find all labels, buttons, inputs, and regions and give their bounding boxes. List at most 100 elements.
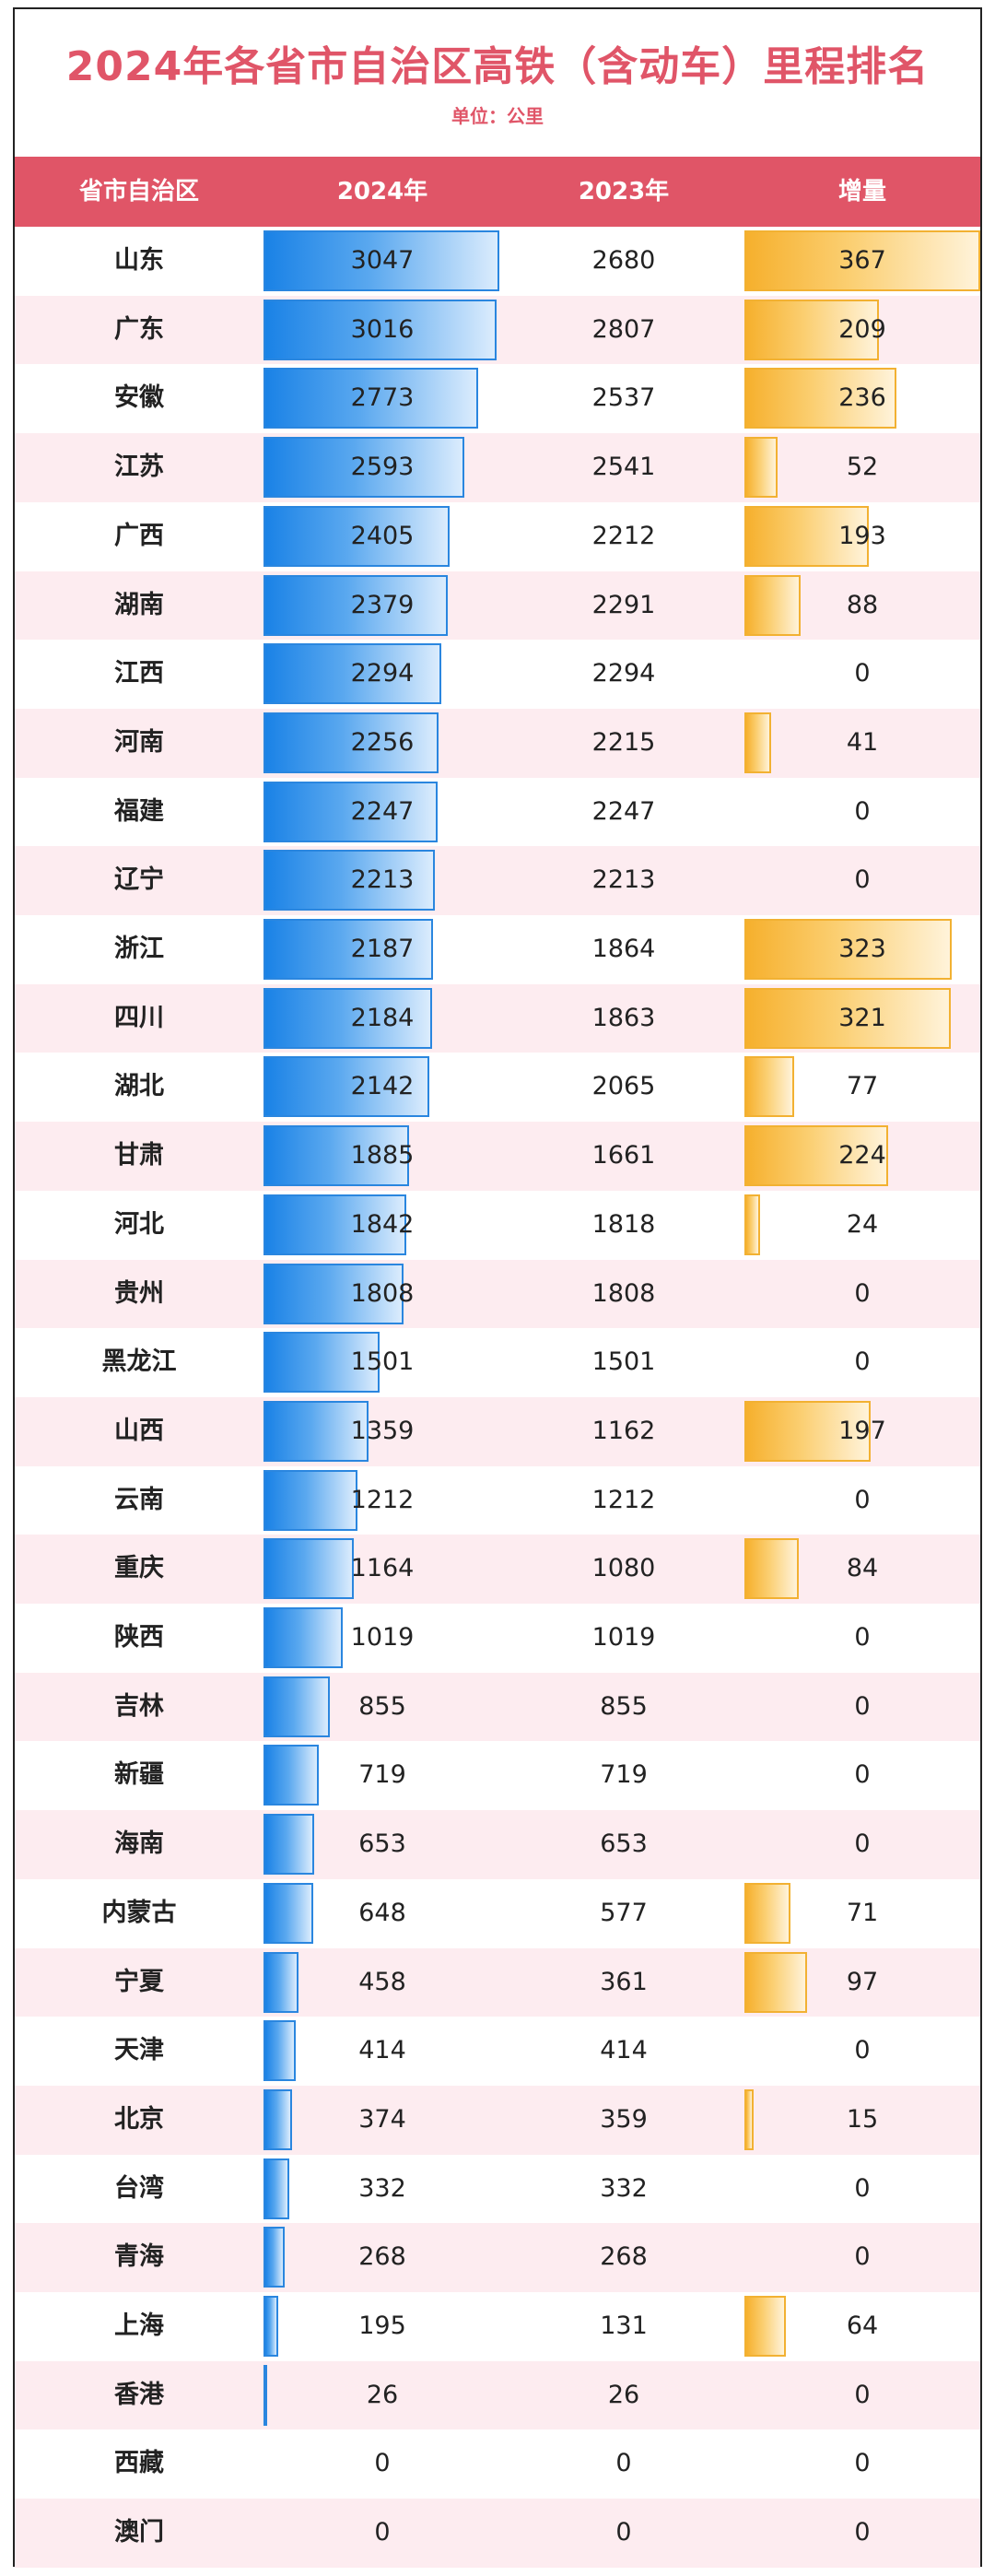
value-2023-cell: 359	[600, 2104, 648, 2134]
increase-cell: 236	[838, 383, 886, 413]
bar-increase	[744, 1125, 889, 1187]
province-cell: 香港	[114, 2380, 164, 2409]
bar-2024	[263, 1745, 320, 1806]
value-2023-cell: 2213	[591, 865, 656, 895]
table-row: 安徽 2773 2537 236	[15, 364, 980, 433]
value-2024-cell: 2405	[350, 521, 415, 550]
bar-2024	[263, 1469, 357, 1531]
table-row: 云南 1212 1212 0	[15, 1466, 980, 1535]
bar-2024	[263, 1882, 314, 1944]
province-cell: 湖南	[114, 590, 164, 619]
value-2023-cell: 2291	[591, 590, 656, 619]
province-cell: 广东	[114, 314, 164, 344]
table-row: 四川 2184 1863 321	[15, 983, 980, 1053]
table-row: 黑龙江 1501 1501 0	[15, 1328, 980, 1397]
bar-2024	[263, 1056, 429, 1118]
province-cell: 四川	[114, 1003, 164, 1032]
value-2024-cell: 3016	[350, 314, 415, 344]
value-2024-cell: 2294	[350, 659, 415, 688]
increase-cell: 0	[854, 796, 871, 826]
header-increase: 增量	[837, 178, 886, 206]
increase-cell: 321	[838, 1003, 886, 1032]
value-2024-cell: 2773	[350, 383, 415, 413]
bar-increase	[744, 987, 951, 1049]
bar-2024	[263, 1951, 299, 2013]
table-row: 天津 414 414 0	[15, 2017, 980, 2086]
value-2023-cell: 2247	[591, 796, 656, 826]
bar-2024	[263, 2296, 279, 2357]
value-2023-cell: 131	[600, 2311, 648, 2340]
value-2023-cell: 414	[600, 2036, 648, 2065]
bar-2024	[263, 1194, 406, 1255]
table-row: 北京 374 359 15	[15, 2085, 980, 2155]
bar-increase	[744, 712, 771, 773]
province-cell: 天津	[114, 2036, 164, 2065]
bar-2024	[263, 1538, 354, 1600]
bar-2024	[263, 2088, 293, 2150]
table-row: 湖北 2142 2065 77	[15, 1053, 980, 1122]
table-row: 内蒙古 648 577 71	[15, 1879, 980, 1948]
increase-cell: 64	[846, 2311, 879, 2340]
value-2023-cell: 1080	[591, 1554, 656, 1583]
value-2023-cell: 2065	[591, 1072, 656, 1101]
increase-cell: 71	[846, 1898, 879, 1927]
value-2024-cell: 2247	[350, 796, 415, 826]
province-cell: 重庆	[114, 1554, 164, 1583]
value-2023-cell: 332	[600, 2173, 648, 2203]
table-row: 新疆 719 719 0	[15, 1741, 980, 1810]
value-2023-cell: 268	[600, 2242, 648, 2272]
table-row: 西藏 0 0 0	[15, 2429, 980, 2499]
header-province: 省市自治区	[78, 178, 199, 206]
value-2024-cell: 1212	[350, 1485, 415, 1514]
value-2023-cell: 1818	[591, 1209, 656, 1239]
value-2023-cell: 855	[600, 1691, 648, 1721]
bar-increase	[744, 230, 980, 291]
table-row: 江西 2294 2294 0	[15, 640, 980, 709]
increase-cell: 52	[846, 453, 879, 482]
table-row: 上海 195 131 64	[15, 2292, 980, 2361]
value-2024-cell: 26	[366, 2380, 399, 2409]
increase-cell: 0	[854, 2036, 871, 2065]
value-2023-cell: 361	[600, 1967, 648, 1996]
increase-cell: 0	[854, 2449, 871, 2478]
bar-increase	[744, 1882, 790, 1944]
increase-cell: 367	[838, 246, 886, 275]
bar-2024	[263, 987, 433, 1049]
province-cell: 澳门	[114, 2518, 164, 2547]
table-row: 山西 1359 1162 197	[15, 1396, 980, 1466]
increase-cell: 77	[846, 1072, 879, 1101]
table-row: 吉林 855 855 0	[15, 1672, 980, 1742]
province-cell: 新疆	[114, 1760, 164, 1790]
value-2023-cell: 2215	[591, 727, 656, 757]
province-cell: 福建	[114, 796, 164, 826]
value-2024-cell: 458	[358, 1967, 406, 1996]
province-cell: 河北	[114, 1209, 164, 1239]
table-row: 河北 1842 1818 24	[15, 1191, 980, 1260]
bar-2024	[263, 781, 438, 842]
increase-cell: 84	[846, 1554, 879, 1583]
increase-cell: 97	[846, 1967, 879, 1996]
value-2024-cell: 855	[358, 1691, 406, 1721]
increase-cell: 0	[854, 2518, 871, 2547]
value-2023-cell: 2680	[591, 246, 656, 275]
bar-2024	[263, 1400, 369, 1462]
bar-2024	[263, 2020, 296, 2082]
value-2023-cell: 1501	[591, 1347, 656, 1377]
value-2024-cell: 2213	[350, 865, 415, 895]
value-2023-cell: 2212	[591, 521, 656, 550]
bar-increase	[744, 1538, 799, 1600]
value-2023-cell: 26	[607, 2380, 640, 2409]
province-cell: 江西	[114, 659, 164, 688]
province-cell: 江苏	[114, 453, 164, 482]
value-2023-cell: 1863	[591, 1003, 656, 1032]
bar-increase	[744, 368, 896, 429]
bar-2024	[263, 368, 478, 429]
value-2023-cell: 1162	[591, 1416, 656, 1445]
table-row: 香港 26 26 0	[15, 2360, 980, 2430]
value-2024-cell: 0	[374, 2518, 391, 2547]
table-row: 广西 2405 2212 193	[15, 502, 980, 571]
table-header: 省市自治区 2024年 2023年 增量	[15, 157, 980, 227]
increase-cell: 41	[846, 727, 879, 757]
table-row: 河南 2256 2215 41	[15, 708, 980, 778]
bar-2024	[263, 712, 439, 773]
